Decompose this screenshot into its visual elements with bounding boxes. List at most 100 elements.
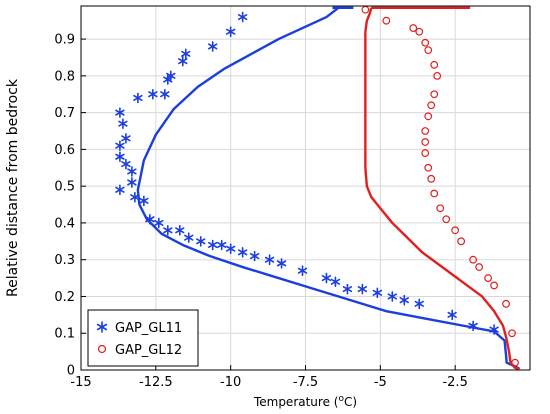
- data-point-asterisk: [115, 151, 125, 163]
- data-point-asterisk: [127, 177, 137, 188]
- data-point-asterisk: [297, 265, 308, 277]
- data-point-circle: [469, 255, 478, 264]
- data-point-circle: [430, 189, 439, 198]
- data-point-circle: [427, 174, 436, 183]
- data-point-asterisk: [121, 158, 131, 170]
- data-point-circle: [421, 138, 430, 146]
- data-point-asterisk: [216, 239, 227, 251]
- data-point-asterisk: [115, 140, 125, 152]
- y-tick-label: 0.1: [54, 327, 75, 342]
- data-point-asterisk: [96, 321, 108, 333]
- y-tick-label: 0: [67, 364, 75, 379]
- data-point-asterisk: [184, 232, 194, 243]
- data-point-circle: [421, 127, 430, 135]
- legend-marker: [97, 344, 107, 354]
- data-point-circle: [430, 60, 439, 69]
- profile-line: [364, 7, 520, 371]
- data-point-asterisk: [115, 184, 125, 196]
- y-tick-label: 0.9: [54, 33, 75, 48]
- data-point-asterisk: [121, 133, 131, 144]
- data-point-circle: [424, 163, 433, 172]
- y-tick-label: 0.4: [54, 216, 75, 231]
- data-point-asterisk: [387, 291, 398, 302]
- data-point-asterisk: [225, 243, 236, 254]
- legend: GAP_GL11 GAP_GL12: [87, 309, 199, 367]
- data-point-asterisk: [276, 258, 287, 269]
- data-point-circle: [484, 274, 492, 282]
- data-point-asterisk: [468, 320, 478, 332]
- data-point-asterisk: [357, 283, 368, 295]
- data-point-asterisk: [330, 276, 341, 288]
- data-point-asterisk: [237, 247, 248, 258]
- y-tick-label: 0.8: [54, 69, 75, 84]
- x-tick-label: -7.5: [293, 375, 318, 390]
- data-point-asterisk: [447, 309, 457, 321]
- x-tick-label: -12.5: [139, 375, 173, 390]
- data-point-circle: [451, 226, 460, 235]
- data-point-circle: [421, 38, 430, 47]
- data-point-asterisk: [175, 224, 185, 236]
- data-point-asterisk: [163, 74, 173, 85]
- x-axis-ticks: -15 -12.5 -10 -7.5 -5 -2.5: [70, 365, 468, 390]
- y-tick-label: 0.6: [54, 143, 75, 158]
- data-point-circle: [511, 358, 519, 367]
- x-tick-label: -2.5: [442, 375, 467, 390]
- data-point-asterisk: [196, 236, 206, 247]
- data-point-asterisk: [154, 217, 164, 229]
- data-point-asterisk: [178, 55, 188, 67]
- x-tick-label: -5: [374, 375, 387, 390]
- data-point-circle: [457, 237, 466, 246]
- data-point-asterisk: [321, 272, 332, 284]
- profile-lines: [136, 6, 521, 371]
- measurement-points: [115, 5, 519, 367]
- data-point-circle: [490, 281, 498, 290]
- data-point-asterisk: [118, 118, 128, 129]
- y-tick-label: 0.2: [54, 290, 75, 305]
- data-point-asterisk: [208, 239, 218, 251]
- data-point-circle: [424, 112, 433, 121]
- data-point-circle: [475, 263, 484, 271]
- data-point-asterisk: [489, 324, 499, 335]
- data-point-asterisk: [145, 213, 155, 225]
- data-point-asterisk: [372, 287, 383, 299]
- y-axis-label: Relative distance from bedrock: [5, 78, 21, 297]
- profile-line: [136, 6, 521, 370]
- grid: [80, 6, 530, 371]
- y-axis-ticks: 0 0.1 0.2 0.3 0.4 0.5 0.6 0.7 0.8 0.9: [54, 33, 86, 379]
- data-point-circle: [430, 90, 439, 99]
- data-point-asterisk: [130, 191, 140, 203]
- legend-label: GAP_GL12: [115, 343, 182, 358]
- data-point-asterisk: [225, 26, 236, 38]
- data-point-circle: [424, 46, 433, 55]
- data-point-asterisk: [208, 41, 218, 52]
- data-point-asterisk: [139, 195, 149, 207]
- data-point-circle: [508, 329, 516, 338]
- legend-label: GAP_GL11: [115, 321, 182, 336]
- legend-item: GAP_GL12: [97, 343, 182, 358]
- data-point-circle: [502, 299, 510, 308]
- data-point-asterisk: [399, 294, 409, 306]
- data-point-circle: [415, 27, 424, 36]
- data-point-circle: [421, 149, 430, 157]
- data-point-circle: [436, 204, 445, 213]
- x-tick-label: -15: [70, 375, 91, 390]
- data-point-asterisk: [133, 92, 143, 104]
- data-point-asterisk: [163, 224, 173, 236]
- data-point-asterisk: [264, 254, 275, 265]
- data-point-circle: [361, 5, 370, 14]
- data-point-circle: [433, 71, 442, 80]
- data-point-asterisk: [160, 88, 170, 100]
- data-point-asterisk: [342, 283, 353, 295]
- data-point-circle: [382, 16, 391, 25]
- data-point-asterisk: [127, 166, 137, 177]
- data-point-asterisk: [181, 48, 191, 60]
- data-point-asterisk: [414, 298, 424, 310]
- legend-item: GAP_GL11: [96, 321, 182, 336]
- data-point-circle: [427, 101, 436, 110]
- x-axis-label: Temperature (oC): [253, 394, 357, 409]
- data-point-circle: [442, 215, 451, 224]
- data-point-asterisk: [115, 107, 125, 118]
- data-point-asterisk: [237, 11, 248, 23]
- legend-box: [87, 309, 199, 367]
